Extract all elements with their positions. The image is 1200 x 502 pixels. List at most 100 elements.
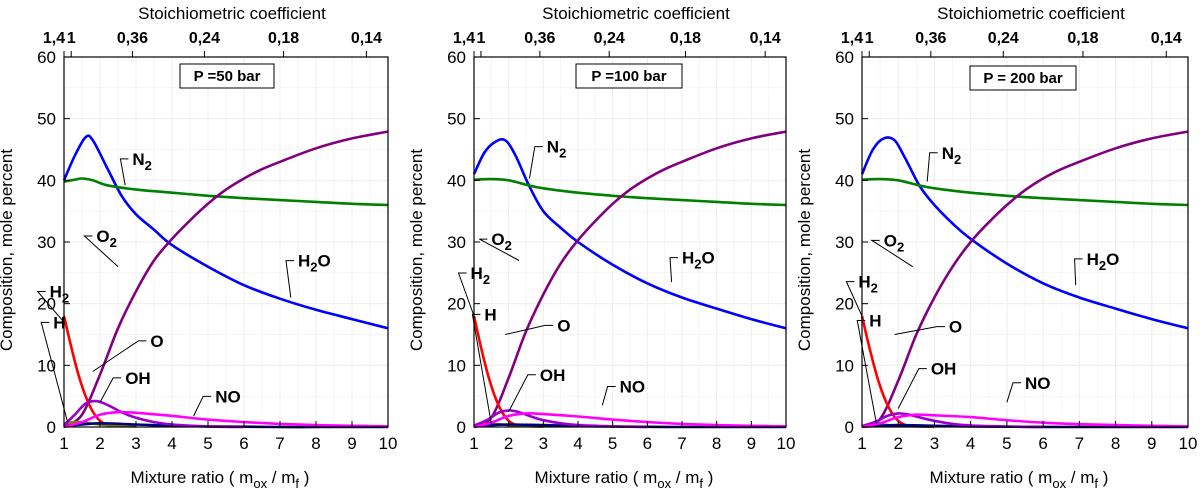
- annotation-o: O: [949, 318, 962, 337]
- annotation-text: NO: [1025, 374, 1051, 393]
- annotation-leader: [119, 158, 129, 186]
- annotation-text: NO: [620, 377, 646, 396]
- annotation-sub: 2: [505, 238, 512, 253]
- x-tick-label: 8: [1111, 434, 1120, 453]
- annotation-sub: 2: [1099, 258, 1106, 273]
- x-tick-label: 3: [539, 434, 548, 453]
- annotation-text: N: [132, 150, 144, 169]
- y-tick-label: 30: [835, 233, 854, 252]
- annotation-h: H: [869, 311, 881, 330]
- top-tick-label: 0,14: [750, 30, 781, 47]
- series-line-o2: [861, 130, 1189, 429]
- annotation-sub: 2: [559, 146, 566, 161]
- annotation-n2: N2: [547, 138, 567, 161]
- y-tick-label: 20: [447, 295, 466, 314]
- annotation-sub: 2: [145, 158, 152, 173]
- annotation-h2: H2: [858, 273, 878, 296]
- series-line-h2: [860, 315, 907, 427]
- annotation-text: O: [96, 227, 109, 246]
- annotation-leader: [856, 319, 877, 425]
- annotation-o: O: [557, 316, 570, 335]
- x-axis-label-text: Mixture ratio ( m: [535, 468, 658, 487]
- annotation-text: H: [682, 249, 694, 268]
- x-tick-label: 8: [311, 434, 320, 453]
- x-axis-label-text: Mixture ratio ( m: [930, 468, 1053, 487]
- top-tick-label: 0,24: [988, 30, 1019, 47]
- x-tick-label: 5: [203, 434, 212, 453]
- annotation-text: O: [702, 249, 715, 268]
- series-line-h2: [62, 315, 108, 427]
- x-tick-label: 6: [239, 434, 248, 453]
- annotation-o2: O2: [884, 231, 904, 254]
- x-axis-label-text: Mixture ratio ( m: [131, 468, 254, 487]
- annotation-leader: [1006, 382, 1021, 403]
- annotation-leader: [926, 152, 938, 182]
- x-tick-label: 6: [643, 434, 652, 453]
- top-tick-label: 1,4: [43, 30, 65, 47]
- top-axis-title: Stoichiometric coefficient: [937, 4, 1125, 23]
- annotation-sub: 2: [871, 281, 878, 296]
- series-line-no: [63, 410, 389, 429]
- y-tick-label: 30: [447, 233, 466, 252]
- annotation-text: H: [471, 264, 483, 283]
- series-line-h2o: [62, 134, 389, 330]
- annotation-text: O: [884, 231, 897, 250]
- annotation-h2: H2: [50, 283, 70, 306]
- top-tick-label: 1: [67, 30, 76, 47]
- x-tick-label: 9: [347, 434, 356, 453]
- y-tick-label: 40: [37, 171, 56, 190]
- annotation-sub: 2: [954, 152, 961, 167]
- annotation-sub: 2: [310, 260, 317, 275]
- annotation-leader: [528, 146, 543, 179]
- annotation-leader: [40, 321, 69, 423]
- x-tick-label: 2: [95, 434, 104, 453]
- annotation-leader: [479, 238, 520, 261]
- pressure-box: [179, 63, 275, 89]
- x-tick-label: 10: [1179, 434, 1198, 453]
- annotation-text: NO: [215, 387, 241, 406]
- annotation-text: H: [53, 313, 65, 332]
- series-line-oh: [861, 412, 1044, 429]
- annotation-leader: [83, 235, 119, 268]
- x-axis-label-text: / m: [267, 468, 295, 487]
- x-tick-label: 3: [131, 434, 140, 453]
- x-axis-label-sub: f: [699, 476, 703, 491]
- annotation-leader: [508, 374, 536, 412]
- top-tick-label: 0,18: [670, 30, 701, 47]
- x-tick-label: 10: [777, 434, 796, 453]
- annotation-text: H: [1087, 250, 1099, 269]
- y-tick-label: 60: [447, 48, 466, 67]
- annotation-sub: 2: [694, 257, 701, 272]
- top-tick-label: 0,24: [189, 30, 220, 47]
- annotation-no: NO: [1025, 374, 1051, 393]
- y-tick-label: 30: [37, 233, 56, 252]
- series-line-h2: [472, 315, 517, 427]
- y-tick-label: 50: [835, 110, 854, 129]
- annotation-o2: O2: [96, 227, 116, 250]
- annotation-leader: [894, 326, 945, 335]
- top-axis-title: Stoichiometric coefficient: [542, 4, 730, 23]
- y-tick-label: 50: [37, 110, 56, 129]
- annotation-h2o: H2O: [1087, 250, 1120, 273]
- top-tick-label: 0,24: [594, 30, 625, 47]
- y-tick-label: 0: [457, 418, 466, 437]
- x-tick-label: 4: [167, 434, 176, 453]
- annotation-text: H: [858, 273, 870, 292]
- annotation-leader: [285, 260, 294, 298]
- annotation-no: NO: [620, 377, 646, 396]
- grid: [861, 56, 1189, 428]
- annotation-h2o: H2O: [682, 249, 715, 272]
- annotation-text: H: [869, 311, 881, 330]
- series-line-h2o: [472, 138, 787, 330]
- annotation-text: OH: [540, 366, 566, 385]
- x-tick-label: 1: [857, 434, 866, 453]
- pressure-box: [575, 63, 683, 89]
- annotation-oh: OH: [931, 360, 957, 379]
- x-tick-label: 10: [379, 434, 398, 453]
- annotation-text: N: [547, 138, 559, 157]
- x-axis-label: Mixture ratio ( mox / mf ): [131, 468, 310, 491]
- x-axis-label-text: ): [299, 468, 309, 487]
